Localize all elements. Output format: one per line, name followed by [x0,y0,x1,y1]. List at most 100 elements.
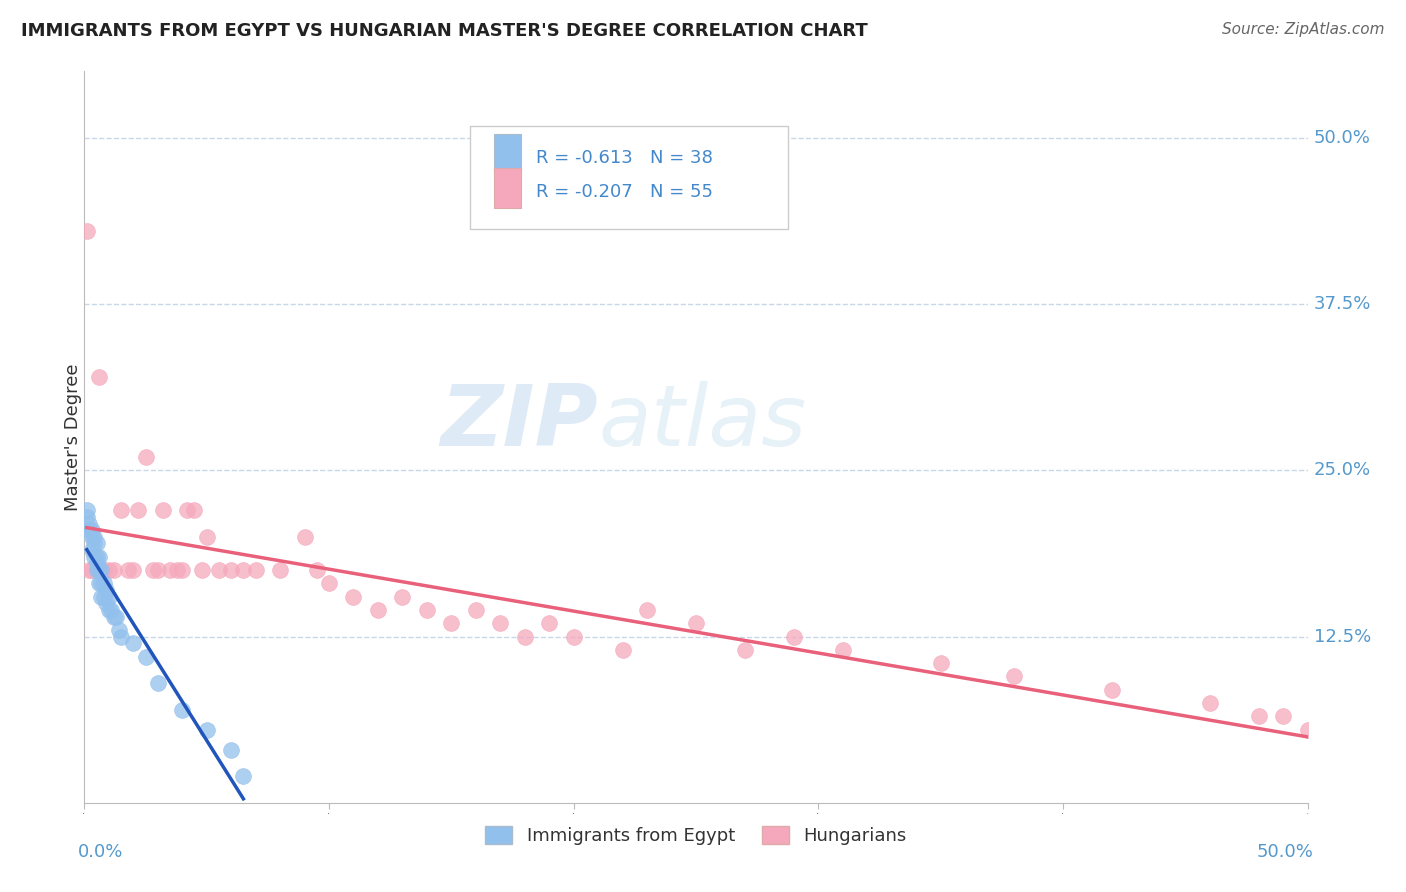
FancyBboxPatch shape [470,126,787,228]
Point [97,563,120,577]
Point [76,509,98,524]
Point [100,603,122,617]
Point [117,563,139,577]
Point [152,503,174,517]
Point [122,636,145,650]
Point [80,530,103,544]
Point [83,530,105,544]
Point [172,703,194,717]
Point [90,576,112,591]
Point [146,563,169,577]
Text: 0.0%: 0.0% [79,843,124,861]
Point [110,630,132,644]
Text: atlas: atlas [598,381,806,464]
Point [440,616,463,631]
Point [87,576,110,591]
Point [86,549,108,564]
Point [80,523,103,537]
Point [96,582,118,597]
Point [195,723,218,737]
Point [232,563,254,577]
Point [96,596,118,610]
Point [83,549,105,564]
Point [232,769,254,783]
Point [172,563,194,577]
Y-axis label: Master's Degree: Master's Degree [65,363,82,511]
Text: ZIP: ZIP [440,381,598,464]
Point [103,563,125,577]
Point [685,616,707,631]
Point [305,563,328,577]
Point [1272,709,1295,723]
Point [86,563,108,577]
Point [191,563,214,577]
Point [86,563,108,577]
Point [612,643,634,657]
Point [135,649,157,664]
Point [489,616,512,631]
Point [416,603,439,617]
Text: IMMIGRANTS FROM EGYPT VS HUNGARIAN MASTER'S DEGREE CORRELATION CHART: IMMIGRANTS FROM EGYPT VS HUNGARIAN MASTE… [21,22,868,40]
Point [1101,682,1123,697]
Point [110,503,132,517]
Point [513,630,536,644]
Point [107,623,129,637]
Point [269,563,291,577]
Text: 25.0%: 25.0% [1313,461,1371,479]
Point [93,576,115,591]
Point [1198,696,1220,710]
Point [77,516,100,531]
Point [464,603,486,617]
Bar [494,168,522,208]
Point [245,563,267,577]
Point [1346,736,1368,750]
Point [77,563,100,577]
Point [135,450,157,464]
Point [391,590,413,604]
Point [93,563,115,577]
Point [122,563,145,577]
Point [1296,723,1319,737]
Point [87,563,110,577]
Point [97,603,120,617]
Text: R = -0.207   N = 55: R = -0.207 N = 55 [536,183,713,201]
Point [166,563,188,577]
Point [294,530,316,544]
Point [208,563,231,577]
Point [734,643,756,657]
Text: Source: ZipAtlas.com: Source: ZipAtlas.com [1222,22,1385,37]
Point [77,523,100,537]
Point [76,503,98,517]
Point [87,370,110,384]
Point [87,549,110,564]
Text: 37.5%: 37.5% [1313,295,1371,313]
Point [195,530,218,544]
Point [86,536,108,550]
Point [97,590,120,604]
Point [636,603,658,617]
Point [90,590,112,604]
Point [183,503,205,517]
Point [318,576,340,591]
Point [83,536,105,550]
Point [219,742,242,756]
Bar [494,134,522,174]
Point [103,609,125,624]
Point [219,563,242,577]
Point [93,590,115,604]
Point [127,503,149,517]
Text: 50.0%: 50.0% [1257,843,1313,861]
Point [929,656,952,670]
Point [146,676,169,690]
Point [142,563,165,577]
Point [783,630,806,644]
Point [105,609,128,624]
Point [76,224,98,238]
Point [159,563,181,577]
Point [1247,709,1270,723]
Point [562,630,585,644]
Point [1002,669,1025,683]
Point [176,503,198,517]
Point [80,543,103,558]
Point [80,563,103,577]
